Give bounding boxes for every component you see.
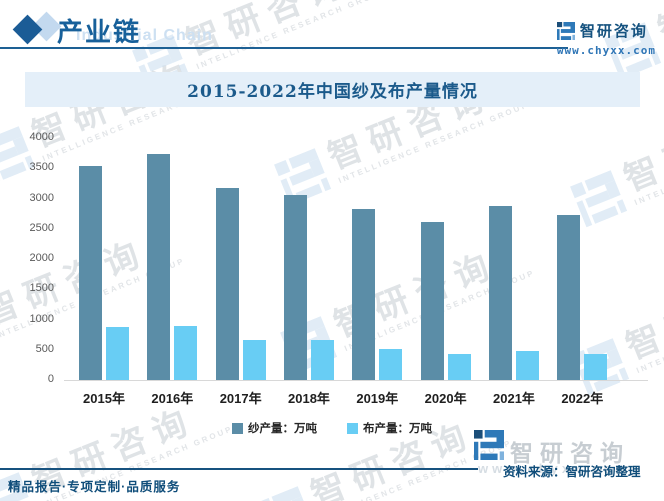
bar-布产量-2016年 xyxy=(174,325,198,380)
bar-group-2015年 xyxy=(79,138,129,380)
chart-title-band: 2015-2022年中国纱及布产量情况 xyxy=(25,72,640,107)
legend-label: 纱产量：万吨 xyxy=(248,423,317,435)
bar-纱产量-2021年 xyxy=(488,206,512,380)
page-header: Industrial Chain 产业链 智研咨询 www.chyxx.com xyxy=(0,0,664,70)
header-divider xyxy=(0,47,568,49)
x-tick-label: 2021年 xyxy=(493,391,535,406)
bar-group-2022年 xyxy=(557,138,608,380)
bar-布产量-2019年 xyxy=(379,348,403,380)
legend-swatch xyxy=(232,422,243,434)
bar-group-2018年 xyxy=(283,138,334,380)
y-tick-label: 3500 xyxy=(29,161,54,174)
bar-布产量-2022年 xyxy=(584,354,608,380)
bar-group-2017年 xyxy=(215,138,266,380)
brand-logo-icon xyxy=(474,430,504,460)
y-tick-label: 1500 xyxy=(29,282,54,295)
x-tick-label: 2020年 xyxy=(424,391,467,406)
footer-divider xyxy=(0,468,478,470)
bar-group-2019年 xyxy=(352,138,403,380)
page-footer: 智研咨询 www.chyxx.com 资料来源：智研咨询整理 精品报告·专项定制… xyxy=(0,425,664,501)
legend-swatch xyxy=(347,422,358,434)
section-title: 产业链 xyxy=(57,17,142,47)
y-tick-label: 1000 xyxy=(29,312,54,325)
bar-布产量-2020年 xyxy=(447,354,471,380)
x-axis: 2015年 2016年 2017年 2018年 2019年 2020年 2021年 2022年 xyxy=(64,388,648,406)
brand-url-ghost: www.chyxx.com xyxy=(478,461,631,476)
y-axis: 0 500 1000 1500 2000 2500 3000 3500 4000 xyxy=(12,131,54,385)
bar-布产量-2018年 xyxy=(310,340,334,380)
x-tick-label: 2018年 xyxy=(288,391,330,406)
legend-label: 布产量：万吨 xyxy=(363,423,432,435)
chart-title: 2015-2022年中国纱及布产量情况 xyxy=(187,82,478,102)
y-tick-label: 2500 xyxy=(29,221,54,234)
bar-布产量-2015年 xyxy=(106,326,129,380)
brand-name: 智研咨询 xyxy=(579,23,648,40)
bar-纱产量-2017年 xyxy=(215,187,239,380)
y-tick-label: 3000 xyxy=(29,191,54,204)
brand-block: 智研咨询 www.chyxx.com xyxy=(556,20,656,57)
chart-legend: 纱产量：万吨 布产量：万吨 xyxy=(0,420,664,436)
x-tick-label: 2019年 xyxy=(356,391,399,406)
x-tick-label: 2015年 xyxy=(83,391,125,406)
x-tick-label: 2022年 xyxy=(561,391,604,406)
bar-纱产量-2016年 xyxy=(147,154,171,380)
brand-name: 智研咨询 xyxy=(510,440,630,466)
brand-url: www.chyxx.com xyxy=(556,44,656,57)
y-tick-label: 0 xyxy=(47,373,54,385)
x-tick-label: 2016年 xyxy=(151,391,194,406)
bar-纱产量-2019年 xyxy=(352,209,376,380)
bar-纱产量-2020年 xyxy=(420,222,444,380)
bar-纱产量-2015年 xyxy=(79,166,102,380)
bar-布产量-2021年 xyxy=(515,351,539,380)
y-tick-label: 500 xyxy=(35,342,54,355)
bar-纱产量-2018年 xyxy=(283,194,307,380)
bar-group-2020年 xyxy=(420,138,471,380)
y-tick-label: 4000 xyxy=(29,131,54,143)
footer-slogan: 精品报告·专项定制·品质服务 xyxy=(8,480,181,494)
y-tick-label: 2000 xyxy=(29,252,54,264)
section-title-en: Industrial Chain xyxy=(76,27,213,44)
bar-布产量-2017年 xyxy=(242,340,266,380)
bar-group-2016年 xyxy=(147,138,198,380)
brand-watermark: 智研咨询 www.chyxx.com xyxy=(474,430,664,476)
brand-logo-icon xyxy=(556,21,575,40)
legend-item: 布产量：万吨 xyxy=(347,420,432,436)
bar-chart: 0 500 1000 1500 2000 2500 3000 3500 4000 2015年 20… xyxy=(0,107,664,437)
data-source-note: 资料来源：智研咨询整理 xyxy=(503,465,641,479)
x-tick-label: 2017年 xyxy=(219,391,262,406)
legend-item: 纱产量：万吨 xyxy=(232,420,317,436)
bar-group-2021年 xyxy=(488,138,539,380)
plot-area xyxy=(64,138,648,381)
bar-纱产量-2022年 xyxy=(557,215,581,380)
